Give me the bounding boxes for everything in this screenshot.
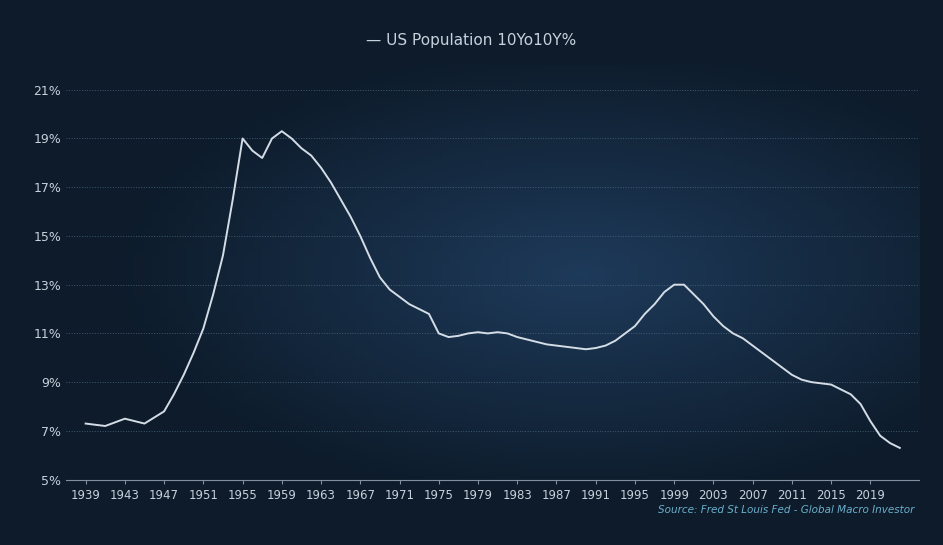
Text: Source: Fred St Louis Fed - Global Macro Investor: Source: Fred St Louis Fed - Global Macro…: [658, 505, 915, 515]
Text: — US Population 10Yo10Y%: — US Population 10Yo10Y%: [367, 33, 576, 48]
